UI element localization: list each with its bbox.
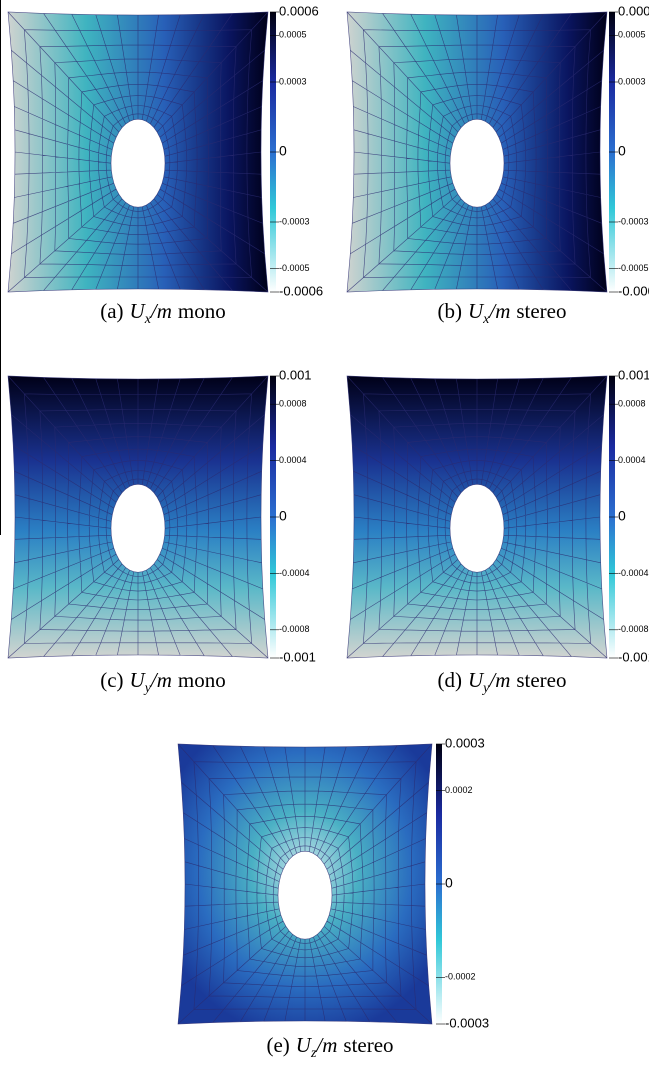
colorbar-tick-label: 0.001 <box>618 367 649 382</box>
colorbar-tick-label: -0.0006 <box>618 283 649 298</box>
caption-symbol: U <box>130 668 147 692</box>
colorbar-tick-label: 0.0004 <box>279 455 307 465</box>
caption-unit: /m <box>488 299 510 323</box>
colorbar-tick-label: -0.0002 <box>445 972 476 982</box>
colorbar-tick-label: -0.0004 <box>279 568 310 578</box>
colorbar-tick-label: 0.0003 <box>445 735 485 750</box>
mesh <box>346 375 608 659</box>
colorbar-tick-label: 0.0004 <box>618 455 646 465</box>
colorbar-tick-label: 0.0005 <box>279 30 307 40</box>
caption-variant: stereo <box>516 299 566 323</box>
field <box>8 376 268 658</box>
colorbar-tick-label: -0.001 <box>279 649 316 664</box>
colorbar-tick-label: -0.001 <box>618 649 649 664</box>
field <box>347 376 607 658</box>
colorbar-tick-label: -0.0003 <box>279 216 310 226</box>
colorbar-tick-label: 0 <box>279 508 287 524</box>
caption-label: (e) <box>266 1033 289 1057</box>
caption-symbol: U <box>468 299 485 323</box>
caption-unit: /m <box>315 1033 337 1057</box>
colorbar-tick-label: 0.0008 <box>279 399 307 409</box>
colorbar-tick-label: 0.0005 <box>618 30 646 40</box>
caption-variant: mono <box>178 299 226 323</box>
field <box>178 744 432 1024</box>
colorbar-tick-label: 0.001 <box>279 367 312 382</box>
colorbar-tick-label: -0.0003 <box>618 216 649 226</box>
colorbar-tick-label: -0.0008 <box>618 624 649 634</box>
panel: 0.001 0.0008 0.0004 0 -0.0004 -0.0008 -0.001 (d… <box>346 367 649 696</box>
caption-symbol: U <box>296 1033 313 1057</box>
colorbar-tick-label: 0 <box>445 875 453 891</box>
mesh <box>346 11 608 293</box>
colorbar-tick-label: 0.0003 <box>279 76 307 86</box>
mesh <box>7 11 269 293</box>
caption-variant: mono <box>178 668 226 692</box>
colorbar-tick-label: -0.0005 <box>618 263 649 273</box>
colorbar-tick-label: 0 <box>618 508 626 524</box>
caption-variant: stereo <box>516 668 566 692</box>
colorbar-tick-label: 0.0003 <box>618 76 646 86</box>
caption-symbol: U <box>130 299 147 323</box>
panel: 0.001 0.0008 0.0004 0 -0.0004 -0.0008 -0.001 (c… <box>7 367 316 696</box>
caption: (d) Uy/m stereo <box>437 668 566 696</box>
panel: 0.0006 0.0005 0.0003 0 -0.0003 -0.0005 -0.0006… <box>346 3 649 327</box>
colorbar-tick-label: -0.0008 <box>279 624 310 634</box>
colorbar-tick-label: 0.0002 <box>445 785 473 795</box>
caption-subscript: x <box>144 312 152 327</box>
colorbar-tick-label: -0.0006 <box>279 283 323 298</box>
caption-variant: stereo <box>343 1033 393 1057</box>
panel: 0.0006 0.0005 0.0003 0 -0.0003 -0.0005 -0.0006… <box>7 3 323 327</box>
caption-label: (b) <box>437 299 462 323</box>
caption-unit: /m <box>150 299 172 323</box>
caption-subscript: x <box>482 312 490 327</box>
caption-label: (c) <box>100 668 123 692</box>
colorbar-tick-label: 0 <box>618 143 626 159</box>
caption-unit: /m <box>488 668 510 692</box>
colorbar-tick-label: -0.0004 <box>618 568 649 578</box>
caption-label: (d) <box>437 668 462 692</box>
colorbar-tick-label: 0 <box>279 143 287 159</box>
panel: 0.0003 0.0002 0 -0.0002 -0.0003 (e) Uz/m stereo <box>177 735 489 1061</box>
caption-subscript: z <box>310 1046 317 1061</box>
colorbar-tick-label: 0.0006 <box>279 3 319 18</box>
caption-symbol: U <box>468 668 485 692</box>
colorbar-tick-label: -0.0003 <box>445 1015 489 1030</box>
colorbar-tick-label: -0.0005 <box>279 263 310 273</box>
caption: (a) Ux/m mono <box>100 299 226 327</box>
caption-subscript: y <box>143 681 152 696</box>
caption-label: (a) <box>100 299 123 323</box>
colorbar-tick-label: 0.0006 <box>618 3 649 18</box>
caption-subscript: y <box>481 681 490 696</box>
caption-unit: /m <box>150 668 172 692</box>
mesh <box>7 375 269 659</box>
colorbar-tick-label: 0.0008 <box>618 399 646 409</box>
caption: (c) Uy/m mono <box>100 668 226 696</box>
caption: (b) Ux/m stereo <box>437 299 566 327</box>
mesh <box>177 743 433 1025</box>
caption: (e) Uz/m stereo <box>266 1033 393 1061</box>
